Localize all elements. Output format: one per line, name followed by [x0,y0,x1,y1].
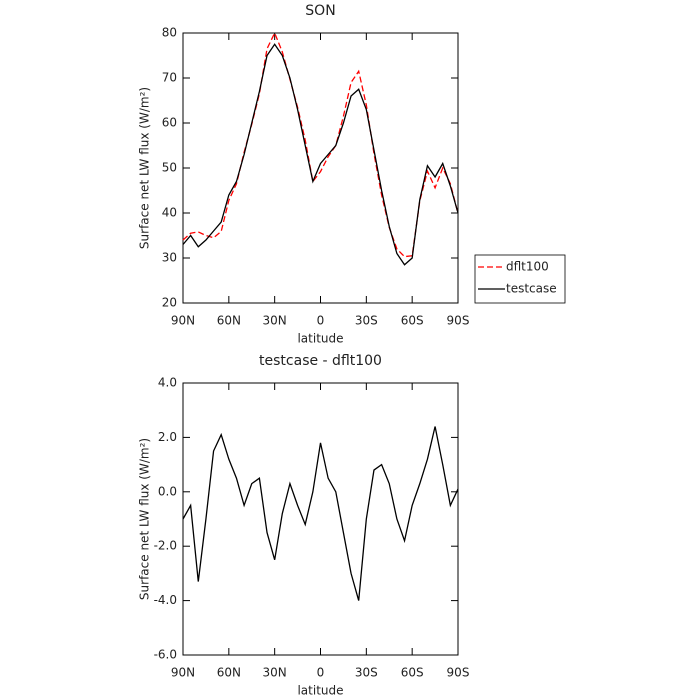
x-tick-label: 60N [217,314,241,328]
x-tick-label: 30N [263,666,287,680]
chart-title: testcase - dflt100 [259,353,382,369]
y-tick-label: -6.0 [154,648,177,662]
x-tick-label: 60S [401,666,424,680]
x-axis-label: latitude [297,684,343,698]
y-tick-label: -4.0 [154,593,177,607]
legend-label: testcase [506,282,557,296]
y-tick-label: 70 [162,71,177,85]
y-tick-label: 40 [162,206,177,220]
x-tick-label: 90N [171,314,195,328]
plot-frame [182,382,459,656]
x-tick-label: 90S [447,666,470,680]
y-tick-label: 4.0 [158,376,177,390]
y-tick-label: 50 [162,161,177,175]
x-tick-label: 30N [263,314,287,328]
legend-box [474,254,566,304]
y-tick-label: -2.0 [154,539,177,553]
x-tick-label: 30S [355,666,378,680]
y-axis-label: Surface net LW flux (W/m²) [138,87,152,249]
y-tick-label: 2.0 [158,430,177,444]
data-line [182,31,459,258]
x-tick-label: 30S [355,314,378,328]
x-tick-label: 0 [317,666,325,680]
y-tick-label: 20 [162,296,177,310]
x-tick-label: 60N [217,666,241,680]
x-tick-label: 0 [317,314,325,328]
y-tick-label: 0.0 [158,484,177,498]
y-tick-label: 60 [162,116,177,130]
y-tick-label: 30 [162,251,177,265]
plot-frame [182,32,459,304]
legend-label: dflt100 [506,260,549,274]
data-line [182,43,459,266]
x-axis-label: latitude [297,332,343,346]
x-tick-label: 90N [171,666,195,680]
data-line [182,426,459,601]
x-tick-label: 60S [401,314,424,328]
y-tick-label: 80 [162,26,177,40]
chart-title: SON [305,3,335,19]
y-axis-label: Surface net LW flux (W/m²) [138,438,152,600]
x-tick-label: 90S [447,314,470,328]
